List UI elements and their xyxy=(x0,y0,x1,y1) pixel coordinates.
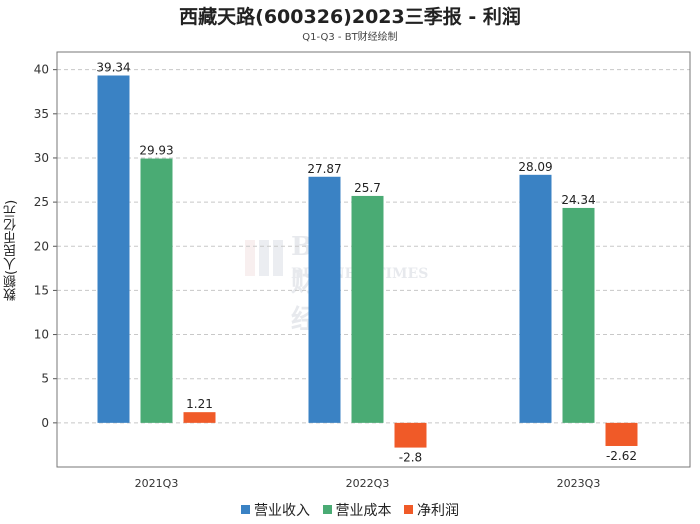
bar xyxy=(308,176,341,423)
watermark-logo-icon xyxy=(245,240,283,276)
chart-subtitle: Q1-Q3 - BT财经绘制 xyxy=(302,32,398,43)
bar xyxy=(97,75,130,423)
legend-item-net-profit: 净利润 xyxy=(403,500,459,520)
legend-label-cost: 营业成本 xyxy=(335,503,392,519)
y-tick-label: 0 xyxy=(41,416,49,430)
bar xyxy=(140,158,173,423)
legend: 营业收入 营业成本 净利润 xyxy=(0,500,700,520)
bar-value-label: -2.8 xyxy=(399,451,422,465)
bar-value-label: 24.34 xyxy=(561,193,595,207)
y-tick-label: 15 xyxy=(34,283,49,297)
legend-item-revenue: 营业收入 xyxy=(241,500,310,520)
bar xyxy=(351,195,384,423)
bar-value-label: -2.62 xyxy=(606,449,637,463)
bar-value-label: 25.7 xyxy=(354,181,381,195)
y-tick-label: 10 xyxy=(34,328,49,342)
bar-value-label: 39.34 xyxy=(96,60,130,74)
y-tick-label: 25 xyxy=(34,195,49,209)
y-tick-label: 5 xyxy=(41,372,49,386)
y-tick-label: 30 xyxy=(34,151,49,165)
bar xyxy=(605,422,638,446)
x-tick-label: 2022Q3 xyxy=(346,477,390,490)
y-tick-label: 40 xyxy=(34,63,49,77)
plot-frame xyxy=(56,51,691,468)
bar xyxy=(183,412,216,423)
legend-item-cost: 营业成本 xyxy=(322,500,392,520)
bar-value-label: 28.09 xyxy=(518,160,552,174)
x-tick-label: 2023Q3 xyxy=(557,477,601,490)
bar xyxy=(562,207,595,423)
chart-title: 西藏天路(600326)2023三季报 - 利润 xyxy=(179,6,521,28)
x-tick-label: 2021Q3 xyxy=(135,477,179,490)
bar-value-label: 1.21 xyxy=(186,397,213,411)
legend-swatch-net-profit xyxy=(403,505,413,514)
bar xyxy=(519,174,552,423)
y-tick-label: 35 xyxy=(34,107,49,121)
bar xyxy=(394,422,427,448)
legend-label-net-profit: 净利润 xyxy=(416,503,459,519)
bar-value-label: 29.93 xyxy=(139,144,173,158)
legend-label-revenue: 营业收入 xyxy=(254,503,311,519)
legend-swatch-cost xyxy=(322,505,332,514)
bar-value-label: 27.87 xyxy=(307,162,341,176)
y-tick-label: 20 xyxy=(34,239,49,253)
legend-swatch-revenue xyxy=(241,505,251,514)
